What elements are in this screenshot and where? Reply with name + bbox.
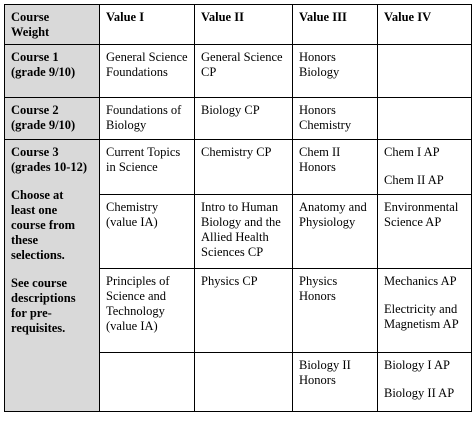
header-value-1: Value I bbox=[99, 4, 195, 45]
course-3-r3-value-2: Physics CP bbox=[194, 268, 293, 353]
course-3-r3-value-4-a: Mechanics AP bbox=[384, 274, 457, 288]
course-3-note-prereq: See course descriptions for pre- requisi… bbox=[11, 276, 76, 335]
course-3-row-4: Biology II Honors Biology I AP Biology I… bbox=[5, 352, 472, 412]
course-1-value-2: General Science CP bbox=[194, 44, 293, 98]
course-3-r4-value-3: Biology II Honors bbox=[292, 352, 378, 412]
course-3-r1-value-4: Chem I AP Chem II AP bbox=[377, 139, 472, 195]
header-row: Course Weight Value I Value II Value III… bbox=[4, 4, 472, 45]
course-1-value-4 bbox=[377, 44, 472, 98]
course-3-r1-value-1: Current Topics in Science bbox=[99, 139, 195, 195]
course-3-row-3: Principles of Science and Technology (va… bbox=[5, 268, 472, 353]
course-3-r3-value-3: Physics Honors bbox=[292, 268, 378, 353]
course-1-value-1: General Science Foundations bbox=[99, 44, 195, 98]
course-3-r4-value-4-b: Biology II AP bbox=[384, 386, 455, 400]
course-3-r1-value-4-a: Chem I AP bbox=[384, 145, 440, 159]
course-3-row-1: Course 3 (grades 10-12) Choose at least … bbox=[4, 139, 472, 412]
header-value-3: Value III bbox=[292, 4, 378, 45]
course-2-label: Course 2 (grade 9/10) bbox=[4, 97, 100, 140]
header-value-2: Value II bbox=[194, 4, 293, 45]
course-3-r2-value-1: Chemistry (value IA) bbox=[99, 194, 195, 269]
course-3-r3-value-4: Mechanics AP Electricity and Magnetism A… bbox=[377, 268, 472, 353]
course-1-row: Course 1 (grade 9/10) General Science Fo… bbox=[4, 44, 472, 98]
course-3-r2-value-3: Anatomy and Physiology bbox=[292, 194, 378, 269]
course-3-note-choose: Choose at least one course from these se… bbox=[11, 188, 75, 262]
course-1-label: Course 1 (grade 9/10) bbox=[4, 44, 100, 98]
course-3-r4-value-4: Biology I AP Biology II AP bbox=[377, 352, 472, 412]
course-3-label-cell: Course 3 (grades 10-12) Choose at least … bbox=[4, 139, 100, 412]
course-2-value-4 bbox=[377, 97, 472, 140]
course-3-r4-value-4-a: Biology I AP bbox=[384, 358, 450, 372]
course-2-row: Course 2 (grade 9/10) Foundations of Bio… bbox=[4, 97, 472, 140]
course-2-value-3: Honors Chemistry bbox=[292, 97, 378, 140]
course-3-r3-value-4-b: Electricity and Magnetism AP bbox=[384, 302, 459, 331]
course-3-row-2: Chemistry (value IA) Intro to Human Biol… bbox=[5, 194, 472, 269]
course-3-r1-value-2: Chemistry CP bbox=[194, 139, 293, 195]
course-3-r2-value-4: Environmental Science AP bbox=[377, 194, 472, 269]
course-3-r2-value-2: Intro to Human Biology and the Allied He… bbox=[194, 194, 293, 269]
course-2-value-2: Biology CP bbox=[194, 97, 293, 140]
header-value-4: Value IV bbox=[377, 4, 472, 45]
course-3-r4-value-2 bbox=[194, 352, 293, 412]
course-3-r4-value-1 bbox=[99, 352, 195, 412]
course-3-r1-value-4-b: Chem II AP bbox=[384, 173, 444, 187]
course-table: Course Weight Value I Value II Value III… bbox=[4, 4, 472, 412]
course-3-label: Course 3 (grades 10-12) bbox=[11, 145, 88, 174]
course-3-r1-value-3: Chem II Honors bbox=[292, 139, 378, 195]
header-course-weight: Course Weight bbox=[4, 4, 100, 45]
course-3-r3-value-1: Principles of Science and Technology (va… bbox=[99, 268, 195, 353]
course-1-value-3: Honors Biology bbox=[292, 44, 378, 98]
course-2-value-1: Foundations of Biology bbox=[99, 97, 195, 140]
